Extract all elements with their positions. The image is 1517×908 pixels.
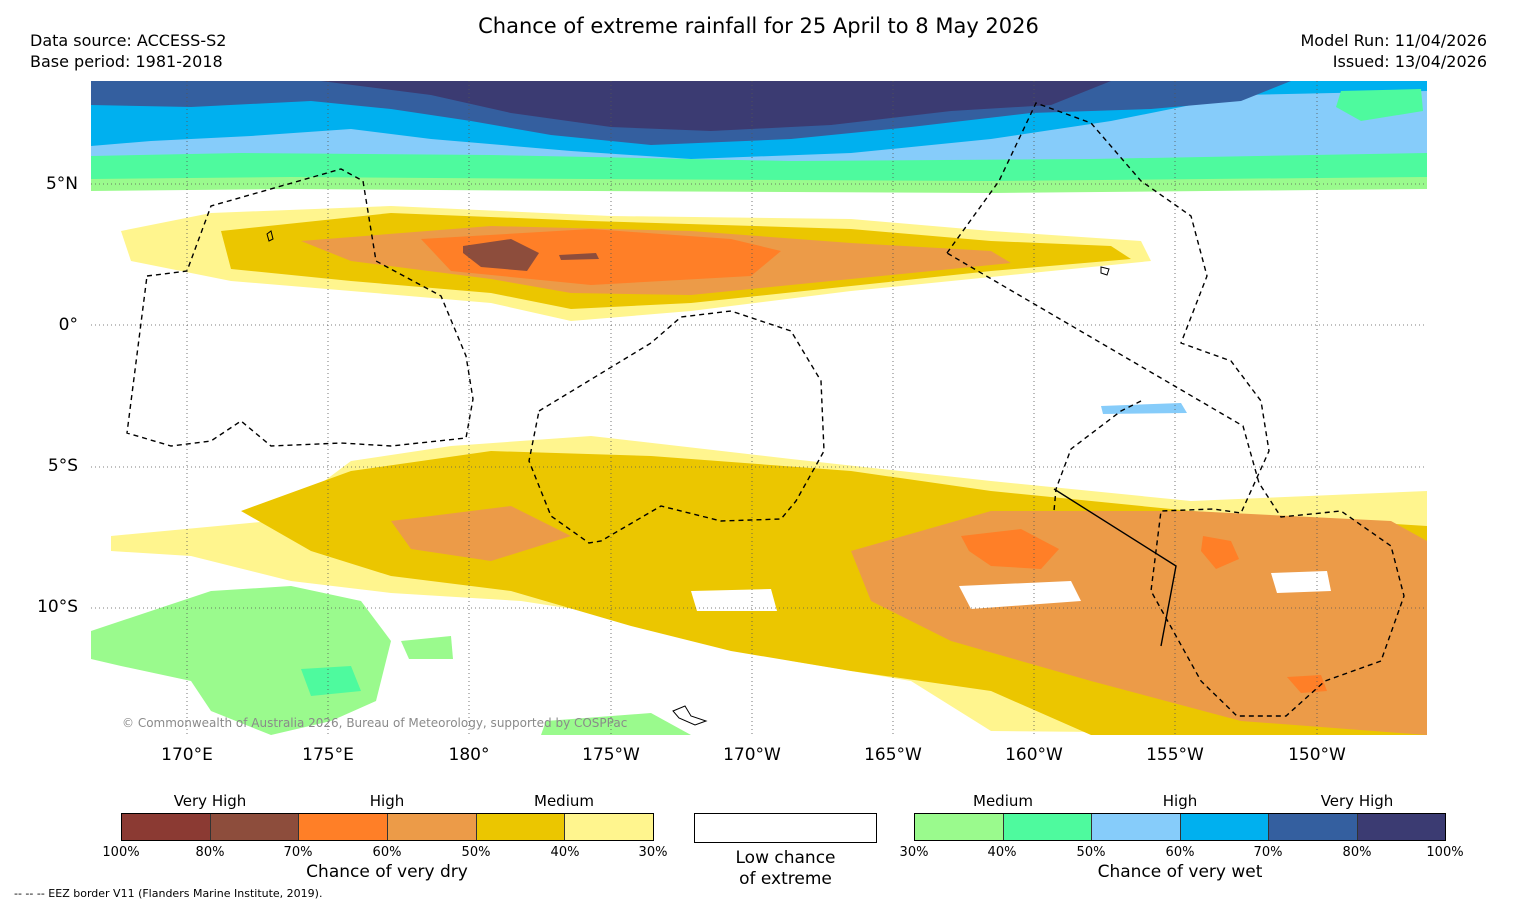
- lon-label-175e: 175°E: [302, 745, 354, 765]
- boundary-line: [1053, 488, 1177, 647]
- wet-swatch-70-80: [1268, 814, 1357, 840]
- lon-label-165w: 165°W: [864, 745, 922, 765]
- wet-patches-south: [91, 403, 1187, 735]
- wet-band-north: [91, 81, 1427, 193]
- metadata-right: Model Run: 11/04/2026 Issued: 13/04/2026: [1301, 30, 1488, 72]
- dry-category-high: High: [369, 792, 405, 810]
- wet-swatch-80-100: [1356, 814, 1445, 840]
- eez-borders: [126, 102, 1405, 717]
- wet-category-medium: Medium: [973, 792, 1033, 810]
- low-chance-line1: Low chance: [735, 848, 836, 868]
- dry-tick: 60%: [372, 845, 402, 860]
- wet-tick: 70%: [1253, 845, 1283, 860]
- low-chance-swatch: [694, 813, 877, 843]
- wet-swatch-50-60: [1091, 814, 1180, 840]
- dry-tick: 70%: [283, 845, 313, 860]
- lon-label-155w: 155°W: [1146, 745, 1204, 765]
- lon-label-160w: 160°W: [1005, 745, 1063, 765]
- dry-category-medium: Medium: [534, 792, 594, 810]
- low-chance-line2: of extreme: [739, 869, 832, 889]
- wet-swatch-30-40: [915, 814, 1003, 840]
- wet-category-very-high: Very High: [1320, 792, 1394, 810]
- dry-tick: 50%: [461, 845, 491, 860]
- wet-tick: 40%: [987, 845, 1017, 860]
- dry-tick: 80%: [195, 845, 225, 860]
- wet-swatch-40-50: [1002, 814, 1091, 840]
- metadata-left: Data source: ACCESS-S2 Base period: 1981…: [30, 30, 226, 72]
- wet-colorbar: [914, 813, 1446, 841]
- model-run: Model Run: 11/04/2026: [1300, 31, 1488, 50]
- wet-tick: 50%: [1076, 845, 1106, 860]
- dry-swatch-50-40: [475, 814, 565, 840]
- dry-swatch-40-30: [564, 814, 654, 840]
- dry-band-north: [121, 206, 1151, 321]
- data-source: Data source: ACCESS-S2: [30, 31, 227, 50]
- lat-label-5n: 5°N: [45, 174, 78, 194]
- wet-swatch-60-70: [1179, 814, 1268, 840]
- dry-colorbar: [121, 813, 654, 841]
- dry-tick: 40%: [550, 845, 580, 860]
- dry-swatch-80-70: [209, 814, 299, 840]
- lat-label-0: 0°: [58, 315, 78, 335]
- lon-label-150w: 150°W: [1288, 745, 1346, 765]
- lon-label-180: 180°: [448, 745, 490, 765]
- eez-footnote: -- -- -- EEZ border V11 (Flanders Marine…: [14, 887, 323, 900]
- wet-tick: 80%: [1342, 845, 1372, 860]
- dry-band-south: [111, 436, 1427, 735]
- dry-tick: 100%: [102, 845, 140, 860]
- dry-category-very-high: Very High: [173, 792, 247, 810]
- dry-tick: 30%: [638, 845, 668, 860]
- wet-tick: 60%: [1165, 845, 1195, 860]
- wet-category-high: High: [1162, 792, 1198, 810]
- lat-label-10s: 10°S: [37, 597, 78, 617]
- rainfall-map: [91, 81, 1427, 735]
- low-chance-label: Low chance of extreme: [694, 848, 877, 890]
- lon-label-170e: 170°E: [161, 745, 213, 765]
- wet-tick: 100%: [1426, 845, 1464, 860]
- lon-label-170w: 170°W: [723, 745, 781, 765]
- map-title: Chance of extreme rainfall for 25 April …: [478, 14, 1039, 38]
- wet-legend-title: Chance of very wet: [1097, 862, 1263, 882]
- base-period: Base period: 1981-2018: [30, 52, 223, 71]
- issued-date: Issued: 13/04/2026: [1332, 52, 1487, 71]
- wet-tick: 30%: [899, 845, 929, 860]
- island-outlines: [266, 230, 1110, 726]
- lon-label-175w: 175°W: [582, 745, 640, 765]
- copyright-text: © Commonwealth of Australia 2026, Bureau…: [122, 716, 628, 730]
- dry-swatch-60-50: [387, 814, 476, 840]
- map-gridlines: [91, 81, 1427, 735]
- dry-swatch-70-60: [298, 814, 388, 840]
- lat-label-5s: 5°S: [47, 456, 78, 476]
- dry-swatch-100-80: [122, 814, 210, 840]
- dry-legend-title: Chance of very dry: [306, 862, 468, 882]
- map-canvas: [91, 81, 1427, 735]
